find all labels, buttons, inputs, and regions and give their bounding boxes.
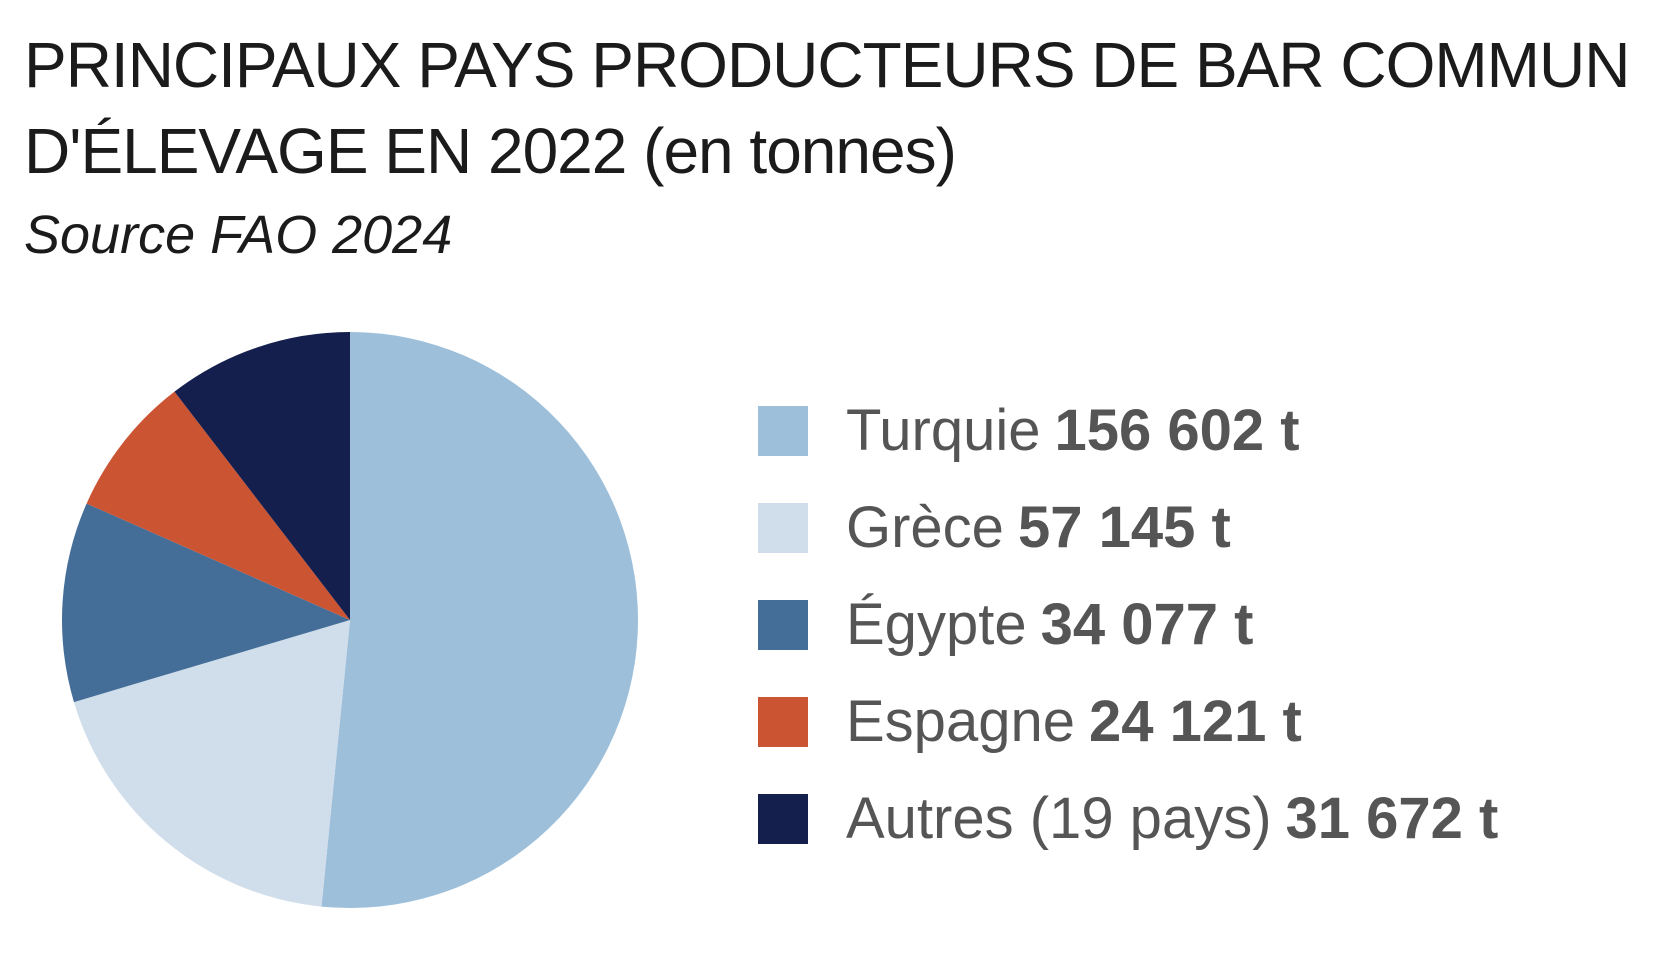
legend-label-egypte: Égypte [846, 592, 1027, 657]
legend-text-grece: Grèce 57 145 t [846, 494, 1231, 561]
legend-label-turquie: Turquie [846, 398, 1041, 463]
legend-swatch-autres [758, 793, 808, 844]
legend-item-autres: Autres (19 pays) 31 672 t [758, 770, 1498, 867]
legend-label-grece: Grèce [846, 495, 1004, 560]
legend-item-espagne: Espagne 24 121 t [758, 673, 1498, 770]
chart-title-line-1: PRINCIPAUX PAYS PRODUCTEURS DE BAR COMMU… [24, 29, 1630, 101]
legend-value-grece: 57 145 t [1017, 495, 1231, 560]
legend-value-egypte: 34 077 t [1040, 592, 1254, 657]
legend-label-espagne: Espagne [846, 689, 1075, 754]
legend-swatch-grece [758, 502, 808, 553]
legend-swatch-turquie [758, 405, 808, 456]
chart-title: PRINCIPAUX PAYS PRODUCTEURS DE BAR COMMU… [24, 22, 1644, 194]
legend-item-turquie: Turquie 156 602 t [758, 382, 1498, 479]
legend-swatch-espagne [758, 696, 808, 747]
legend-text-turquie: Turquie 156 602 t [846, 397, 1300, 464]
chart-subtitle: Source FAO 2024 [24, 205, 453, 265]
legend-swatch-egypte [758, 599, 808, 650]
legend-item-egypte: Égypte 34 077 t [758, 576, 1498, 673]
pie-slice-turquie [321, 332, 638, 908]
legend-item-grece: Grèce 57 145 t [758, 479, 1498, 576]
legend-text-autres: Autres (19 pays) 31 672 t [846, 785, 1498, 852]
legend-value-autres: 31 672 t [1285, 786, 1499, 851]
legend-value-espagne: 24 121 t [1088, 689, 1302, 754]
pie-slice-grece [73, 620, 351, 907]
pie-slice-egypte [62, 503, 351, 703]
chart-legend: Turquie 156 602 t Grèce 57 145 t Égypte 34 … [758, 382, 1498, 867]
legend-text-egypte: Égypte 34 077 t [846, 591, 1253, 658]
pie-slice-espagne [86, 391, 350, 620]
pie-slice-autres-19-pays [174, 332, 350, 620]
pie-chart [62, 332, 638, 908]
legend-text-espagne: Espagne 24 121 t [846, 688, 1302, 755]
chart-title-line-2: D'ÉLEVAGE EN 2022 (en tonnes) [24, 115, 957, 187]
legend-label-autres: Autres (19 pays) [846, 786, 1272, 851]
legend-value-turquie: 156 602 t [1054, 398, 1300, 463]
